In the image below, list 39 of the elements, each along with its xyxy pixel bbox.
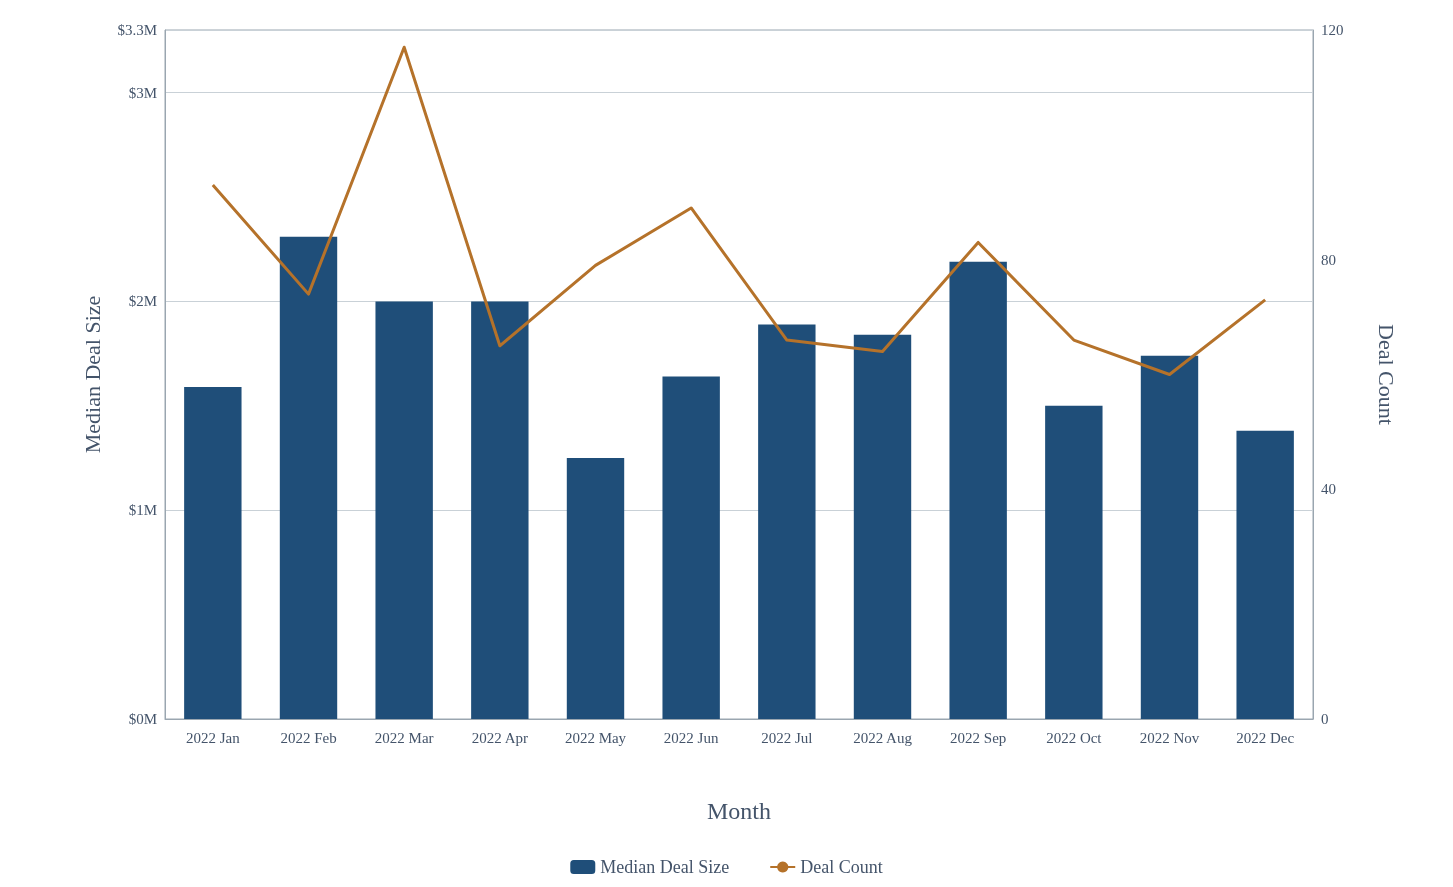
x-tick-label: 2022 Jul [761,730,813,746]
x-tick-label: 2022 Sep [950,730,1007,746]
bar [662,376,720,719]
y2-axis-title: Deal Count [1373,324,1399,425]
y-tick-label: $3M [128,84,157,101]
legend-label: Deal Count [800,857,883,877]
y-tick-label: $1M [128,502,157,519]
y2-tick-label: 80 [1321,251,1336,268]
x-axis-title: Month [706,798,772,824]
bar [279,236,338,719]
x-tick-label: 2022 Mar [374,730,434,746]
bar [471,301,529,719]
y2-tick-label: 40 [1321,481,1336,498]
bar [1236,430,1294,719]
bar [566,458,625,719]
x-tick-label: 2022 Oct [1046,730,1103,746]
x-tick-label: 2022 Feb [280,730,337,746]
y-tick-label: $3.3M [117,22,157,38]
legend-label: Median Deal Size [600,857,730,877]
bar [1045,405,1103,719]
x-tick-label: 2022 Aug [853,730,913,746]
bar [184,387,242,719]
x-tick-label: 2022 Jan [185,730,241,746]
y-tick-label: $2M [128,293,157,310]
y2-tick-label: 0 [1321,711,1329,727]
x-tick-label: 2022 Nov [1139,730,1200,746]
x-tick-label: 2022 Jun [663,730,719,746]
x-tick-label: 2022 May [564,730,627,746]
bar [853,334,912,719]
bar [758,324,816,719]
bar [375,301,433,719]
y2-tick-label: 120 [1321,22,1344,38]
y-tick-label: $0M [128,711,157,727]
bar [1140,355,1199,719]
bar [949,261,1007,719]
y-axis-title: Median Deal Size [79,295,105,454]
line-series [211,45,1267,376]
x-tick-label: 2022 Apr [471,730,528,746]
x-tick-label: 2022 Dec [1236,730,1295,746]
